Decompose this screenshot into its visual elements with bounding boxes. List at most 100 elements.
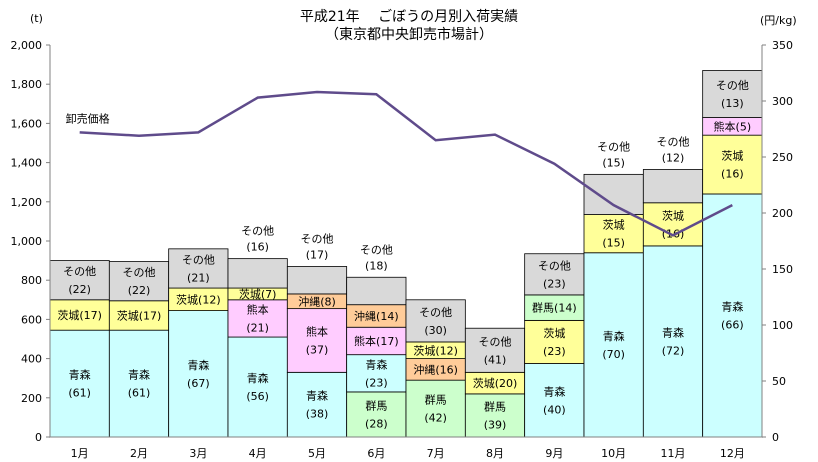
bar-data-label: (70) [602,348,625,361]
bar-segment-other [108,261,170,302]
bar-data-label: 青森 [247,371,269,385]
bar-data-label: その他 [63,265,96,278]
bar-segment-other [405,299,466,343]
bar-data-label: 群馬 [365,398,387,412]
bar-segment-other [346,276,407,306]
bar-segment-aomori [524,363,585,438]
bar-data-label: (21) [246,321,269,334]
x-axis-tick-label: 12月 [720,447,745,460]
bar-data-label: その他 [360,243,393,256]
bar-data-label: その他 [716,79,749,92]
bar-data-label: 熊本 [306,324,328,338]
bar-data-label: (40) [543,403,566,416]
bar-data-label: その他 [657,135,690,148]
bar-data-label: 茨城 [543,326,565,340]
bar-data-label: (67) [187,377,210,390]
bar-data-label: (16) [662,227,685,240]
left-axis-tick-label: 2,000 [11,39,43,52]
left-axis-tick-label: 1,200 [11,196,43,209]
bar-segment-aomori [642,245,704,438]
bar-data-label: 熊本 [247,302,269,316]
bar-segment-aomori [286,371,348,438]
right-axis-tick-label: 50 [772,375,786,388]
bar-data-label: その他 [597,140,630,153]
bar-data-label: (23) [543,345,566,358]
bar-data-label: 茨城(12) [413,343,458,357]
bar-segment-other [286,266,348,295]
bar-data-label: (61) [128,387,151,400]
bar-data-label: 青森 [128,368,150,382]
right-axis-tick-label: 150 [772,263,793,276]
bar-data-label: 沖縄(16) [413,362,458,376]
x-axis-tick-label: 4月 [249,447,267,460]
bar-data-label: 群馬(14) [532,301,577,315]
bar-data-label: (39) [484,418,507,431]
right-axis-tick-label: 350 [772,39,793,52]
bar-segment-gunma [405,379,466,438]
bar-segment-ibaraki [583,214,644,254]
bar-data-label: (12) [662,151,685,164]
bar-data-label: (22) [68,283,91,296]
left-axis-tick-label: 0 [35,431,42,444]
bar-data-label: 熊本(17) [354,334,399,348]
x-axis-tick-label: 2月 [130,447,148,460]
bar-data-label: その他 [241,225,274,238]
left-axis-tick-label: 200 [21,392,42,405]
bar-data-label: (72) [662,344,685,357]
bar-data-label: その他 [301,232,334,245]
bar-data-label: 青森 [721,299,743,313]
bar-data-label: その他 [123,266,156,279]
bar-data-label: (16) [721,168,744,181]
bar-data-label: 青森 [69,368,91,382]
bar-data-label: (18) [365,259,388,272]
bar-segment-other [583,173,644,215]
left-axis-tick-label: 1,800 [11,78,43,91]
bar-data-label: (41) [484,353,507,366]
x-axis-tick-label: 5月 [308,447,326,460]
bar-segment-aomori [583,252,644,438]
bar-segment-aomori [702,193,763,438]
chart-subtitle: （東京都中央卸売市場計） [325,27,493,43]
bar-segment-kumamoto [346,326,407,356]
x-axis-tick-label: 10月 [601,447,626,460]
bar-segment-other [702,70,763,118]
x-axis-tick-label: 3月 [189,447,207,460]
bar-segment-aomori [49,329,110,438]
bar-data-label: (66) [721,318,744,331]
bar-data-label: 青森 [603,329,625,343]
bar-data-label: 沖縄(14) [354,309,399,323]
bar-segment-kumamoto [227,299,288,338]
right-axis-tick-label: 0 [772,431,779,444]
price-line-label: 卸売価格 [66,111,110,125]
bar-data-label: 群馬 [425,393,447,407]
x-axis-tick-label: 9月 [545,447,563,460]
bar-data-label: (21) [187,271,210,284]
bar-segment-other [642,169,704,204]
bar-data-label: (15) [602,237,625,250]
bar-data-label: (37) [306,343,329,356]
bar-segment-aomori [346,354,407,393]
bar-data-label: (56) [246,390,269,403]
right-axis-tick-label: 300 [772,95,793,108]
bar-data-label: 青森 [662,325,684,339]
bar-data-label: (22) [128,284,151,297]
bar-data-label: (17) [306,248,329,261]
right-axis-unit: (円/kg) [760,14,797,27]
bar-segment-kumamoto [286,308,348,373]
bar-data-label: (16) [246,241,269,254]
price-line [79,90,733,237]
bar-segment-other [227,258,288,289]
x-axis-tick-label: 7月 [427,447,445,460]
bar-data-label: (28) [365,417,388,430]
left-axis-tick-label: 1,600 [11,117,43,130]
left-axis-tick-label: 600 [21,313,42,326]
x-axis-tick-label: 11月 [661,447,686,460]
right-axis-tick-label: 250 [772,151,793,164]
bar-data-label: (23) [543,277,566,290]
bar-data-label: その他 [182,253,215,266]
bar-segment-ibaraki [702,134,763,195]
bar-data-label: 茨城(20) [473,376,518,390]
bar-data-label: 青森 [365,357,387,371]
right-axis-tick-label: 200 [772,207,793,220]
